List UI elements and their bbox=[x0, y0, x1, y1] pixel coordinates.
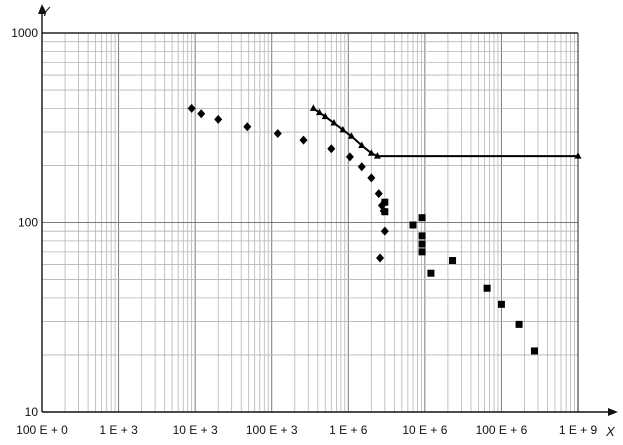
y-axis-label: Y bbox=[41, 4, 51, 19]
x-axis-arrow-icon bbox=[608, 408, 618, 416]
diamond-point bbox=[380, 226, 389, 236]
square-point bbox=[515, 320, 523, 328]
x-tick-label: 100 E + 0 bbox=[16, 423, 68, 437]
y-tick-label: 10 bbox=[25, 405, 39, 419]
axes bbox=[38, 4, 618, 416]
square-point bbox=[530, 347, 538, 355]
square-point bbox=[409, 221, 417, 229]
triangle-point bbox=[315, 108, 323, 116]
diamond-point bbox=[345, 152, 354, 162]
square-point bbox=[427, 269, 435, 277]
square-point bbox=[497, 300, 505, 308]
diamond-point bbox=[187, 103, 196, 113]
triangle-point bbox=[358, 141, 366, 148]
y-tick-label: 1000 bbox=[11, 26, 38, 40]
square-point bbox=[381, 208, 389, 216]
diamond-point bbox=[367, 173, 376, 183]
x-tick-label: 1 E + 3 bbox=[99, 423, 138, 437]
y-axis-arrow-icon bbox=[38, 4, 46, 14]
series-diamond bbox=[187, 103, 389, 263]
triangle-point bbox=[309, 104, 317, 111]
diamond-point bbox=[327, 144, 336, 154]
x-tick-label: 100 E + 3 bbox=[246, 423, 298, 437]
diamond-point bbox=[376, 253, 385, 263]
series-triangle bbox=[309, 104, 582, 159]
grid bbox=[41, 32, 579, 413]
x-tick-label: 1 E + 6 bbox=[329, 423, 368, 437]
diamond-point bbox=[299, 135, 308, 145]
x-tick-label: 10 E + 3 bbox=[173, 423, 218, 437]
series-square bbox=[381, 198, 538, 355]
data-series bbox=[187, 103, 582, 355]
square-point bbox=[418, 248, 426, 256]
square-point bbox=[381, 198, 389, 206]
diamond-point bbox=[357, 162, 366, 172]
diamond-point bbox=[243, 122, 252, 132]
diamond-point bbox=[273, 128, 282, 138]
y-tick-label: 100 bbox=[18, 216, 38, 230]
square-point bbox=[418, 214, 426, 222]
triangle-point bbox=[367, 149, 375, 156]
square-point bbox=[449, 257, 457, 265]
triangle-point bbox=[339, 125, 347, 133]
square-point bbox=[418, 240, 426, 248]
diamond-point bbox=[214, 114, 223, 124]
square-point bbox=[418, 232, 426, 240]
triangle-point bbox=[347, 132, 355, 139]
tick-labels: 100 E + 0 1 E + 3 10 E + 3 100 E + 3 1 E + 6… bbox=[11, 26, 597, 437]
x-tick-label: 1 E + 9 bbox=[559, 423, 598, 437]
x-tick-label: 10 E + 6 bbox=[402, 423, 447, 437]
triangle-point bbox=[373, 152, 381, 159]
diamond-point bbox=[374, 189, 383, 199]
triangle-point bbox=[330, 119, 338, 126]
triangle-point bbox=[574, 152, 582, 159]
square-point bbox=[483, 284, 491, 292]
diamond-point bbox=[197, 109, 206, 119]
triangle-point bbox=[321, 112, 329, 120]
x-tick-label: 100 E + 6 bbox=[476, 423, 528, 437]
x-axis-label: X bbox=[605, 424, 616, 439]
